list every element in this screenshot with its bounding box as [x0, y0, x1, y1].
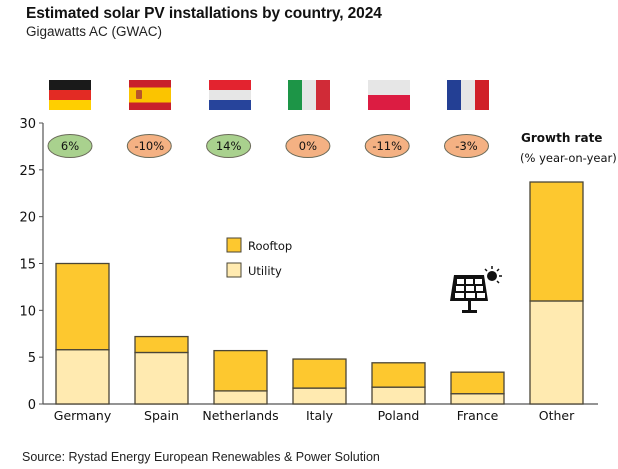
legend: Rooftop Utility [226, 237, 292, 278]
bar-utility-germany [55, 349, 110, 405]
growth-rate-label: -11% [372, 139, 402, 153]
x-tick-label: Spain [144, 408, 179, 423]
growth-rate-label: -10% [134, 139, 164, 153]
solar-panel-icon [450, 266, 502, 313]
bar-utility-netherlands [213, 390, 268, 405]
bar-rooftop-spain [134, 335, 189, 354]
growth-rate-label: -3% [455, 139, 477, 153]
netherlands-flag-icon [209, 80, 251, 110]
bar-rooftop-germany [55, 262, 110, 351]
growth-rate-label: 6% [61, 139, 79, 153]
growth-rate-oval-spain [126, 134, 172, 158]
bar-utility-spain [134, 351, 189, 405]
y-tick-label: 0 [28, 398, 36, 413]
bar-utility-france [450, 393, 505, 405]
x-tick-label: Netherlands [202, 408, 278, 423]
y-tick-label: 20 [19, 211, 36, 226]
bar-utility-poland [371, 386, 426, 405]
bar-utility-other [529, 300, 584, 405]
y-tick-label: 25 [19, 164, 36, 179]
germany-flag-icon [49, 80, 91, 110]
growth-rate-oval-netherlands [206, 134, 252, 158]
x-tick-label: Italy [306, 408, 334, 423]
x-tick-label: Other [539, 408, 575, 423]
y-tick-label: 5 [28, 351, 36, 366]
x-tick-label: Poland [378, 408, 420, 423]
bar-rooftop-italy [292, 358, 347, 389]
growth-rate-title: Growth rate [521, 131, 602, 145]
bar-rooftop-poland [371, 362, 426, 388]
chart-title: Estimated solar PV installations by coun… [26, 5, 382, 22]
spain-flag-icon [129, 80, 171, 110]
legend-label-rooftop: Rooftop [248, 239, 292, 253]
legend-swatch-utility [226, 262, 242, 278]
y-tick-label: 15 [19, 258, 36, 273]
legend-swatch-rooftop [226, 237, 242, 253]
chart-subtitle: Gigawatts AC (GWAC) [26, 24, 163, 39]
italy-flag-icon [288, 80, 330, 110]
x-tick-label: France [457, 408, 499, 423]
y-tick-label: 30 [19, 117, 36, 132]
bar-rooftop-netherlands [213, 349, 268, 392]
growth-rate-oval-italy [285, 134, 331, 158]
x-tick-label: Germany [54, 408, 112, 423]
france-flag-icon [447, 80, 489, 110]
growth-rate-subtitle: (% year-on-year) [520, 151, 617, 165]
bar-utility-italy [292, 387, 347, 405]
growth-rate-oval-france [444, 134, 489, 158]
bar-rooftop-other [529, 181, 584, 302]
bar-rooftop-france [450, 371, 505, 395]
growth-rate-oval-germany [47, 134, 93, 158]
y-tick-label: 10 [19, 304, 36, 319]
growth-rate-oval-poland [364, 134, 410, 158]
poland-flag-icon [368, 80, 410, 110]
legend-label-utility: Utility [248, 264, 282, 278]
source-note: Source: Rystad Energy European Renewable… [22, 450, 380, 464]
growth-rate-label: 14% [216, 139, 242, 153]
growth-rate-label: 0% [299, 139, 317, 153]
